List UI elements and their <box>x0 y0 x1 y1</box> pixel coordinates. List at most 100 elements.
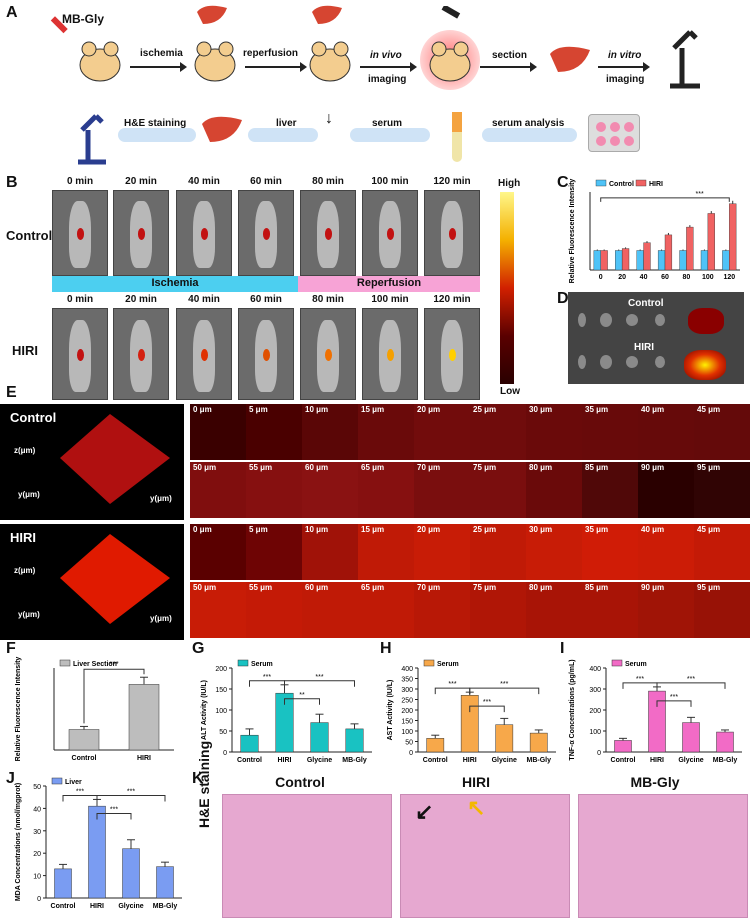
liver-signal <box>137 348 146 362</box>
mouse-image-tile <box>113 308 169 400</box>
depth-label: 15 μm <box>361 405 385 414</box>
mouse-icon <box>194 41 236 82</box>
yellow-arrow-icon: ↖ <box>467 795 486 820</box>
significance-bracket <box>96 812 132 820</box>
significance-bracket <box>96 794 166 802</box>
depth-label: 25 μm <box>473 525 497 534</box>
mouse-icon <box>79 41 121 82</box>
confocal-slice: 10 μm <box>302 404 358 460</box>
confocal-slice: 80 μm <box>526 462 582 518</box>
step-arrow <box>130 62 187 72</box>
y-tick-label: 0 <box>223 750 227 757</box>
depth-label: 55 μm <box>249 463 273 472</box>
time-label: 80 min <box>312 294 344 305</box>
he-title-control: Control <box>275 774 325 790</box>
panel-label-a: A <box>6 4 18 21</box>
step-arrow <box>480 62 537 72</box>
time-label: 60 min <box>250 294 282 305</box>
legend-swatch <box>611 659 623 667</box>
confocal-slice: 25 μm <box>470 404 526 460</box>
depth-label: 10 μm <box>305 405 329 414</box>
liver-signal <box>324 227 333 240</box>
depth-label: 85 μm <box>585 583 609 592</box>
y-tick-label: 200 <box>589 708 601 715</box>
significance-label: *** <box>109 660 118 669</box>
y-axis-label: TNF-α Concentrations (pg/mL) <box>569 659 576 760</box>
confocal-slice: 90 μm <box>638 582 694 638</box>
mouse-image-tile <box>176 190 232 276</box>
confocal-slice: 70 μm <box>414 462 470 518</box>
significance-label: *** <box>687 676 695 683</box>
confocal-slice: 65 μm <box>358 582 414 638</box>
depth-label: 30 μm <box>529 525 553 534</box>
organ-icons <box>578 313 665 369</box>
depth-label: 25 μm <box>473 405 497 414</box>
time-label: 0 min <box>66 176 94 187</box>
confocal-slice: 10 μm <box>302 524 358 580</box>
step-in-vitro: in vitro <box>608 50 642 61</box>
legend-swatch <box>59 659 71 667</box>
depth-label: 0 μm <box>193 525 212 534</box>
x-tick-label: Glycine <box>307 757 332 764</box>
he-image-control <box>222 794 392 918</box>
step-serum: serum <box>372 118 403 129</box>
step-arrow <box>245 62 307 72</box>
chart-h: 0 50 100 150 200 250 300 350 400 Control HIRI Glyci… <box>387 659 556 764</box>
x-tick-label: Glycine <box>492 757 517 764</box>
liver-signal <box>76 348 85 362</box>
depth-label: 45 μm <box>697 405 721 414</box>
step-arrow <box>598 62 650 72</box>
syringe-icon <box>50 16 68 34</box>
liver-signal <box>262 227 271 240</box>
x-tick-label: 20 <box>618 274 626 281</box>
bar <box>240 734 259 753</box>
control-volume <box>60 414 170 504</box>
bar <box>621 248 630 271</box>
confocal-slice: 35 μm <box>582 404 638 460</box>
significance-label: *** <box>500 681 508 688</box>
organs-label-hiri: HIRI <box>634 342 654 353</box>
depth-label: 55 μm <box>249 583 273 592</box>
bar <box>54 868 72 899</box>
e-row-label-hiri: HIRI <box>10 530 36 545</box>
legend-swatch <box>423 659 435 667</box>
y-axis-label: Relative Fluorescence Intensity <box>15 657 22 762</box>
legend-swatch <box>51 777 63 785</box>
back-arrow <box>248 128 318 142</box>
bar <box>460 695 479 753</box>
significance-label: *** <box>448 681 456 688</box>
x-tick-label: 100 <box>702 274 714 281</box>
panel-label-d: D <box>557 290 569 307</box>
significance-label: *** <box>696 191 704 198</box>
y-tick-label: 30 <box>33 829 41 836</box>
x-tick-label: Glycine <box>678 757 703 764</box>
forward-arrow <box>350 128 430 142</box>
legend-label: Serum <box>625 661 647 668</box>
mouse-image-tile <box>238 308 294 400</box>
intensity-colorbar <box>500 192 514 384</box>
x-tick-label: Control <box>237 757 262 764</box>
mouse-image-tile <box>424 308 480 400</box>
bar <box>648 690 666 753</box>
depth-label: 35 μm <box>585 405 609 414</box>
mouse-image-tile <box>238 190 294 276</box>
significance-bracket <box>469 705 505 713</box>
confocal-slice: 30 μm <box>526 524 582 580</box>
significance-label: *** <box>670 694 678 701</box>
depth-label: 20 μm <box>417 405 441 414</box>
confocal-slice: 45 μm <box>694 404 750 460</box>
y-axis-label-right: y(μm) <box>150 614 172 623</box>
bar <box>310 722 329 753</box>
chart-c: 0 20 40 60 80 100 120 Control HIRI *** Relative Fl… <box>569 179 740 283</box>
x-tick-label: MB-Gly <box>713 757 738 764</box>
confocal-slice: 30 μm <box>526 404 582 460</box>
x-tick-label: MB-Gly <box>153 903 178 910</box>
bar <box>495 724 514 753</box>
significance-bracket <box>656 682 726 689</box>
depth-label: 95 μm <box>697 463 721 472</box>
liver-signal <box>76 227 85 240</box>
confocal-slice: 45 μm <box>694 524 750 580</box>
confocal-slice: 50 μm <box>190 582 246 638</box>
chart-j: 0 10 20 30 40 50 Control HIRI Glycine MB-Gly Liver… <box>15 777 182 910</box>
significance-bracket <box>469 687 540 695</box>
